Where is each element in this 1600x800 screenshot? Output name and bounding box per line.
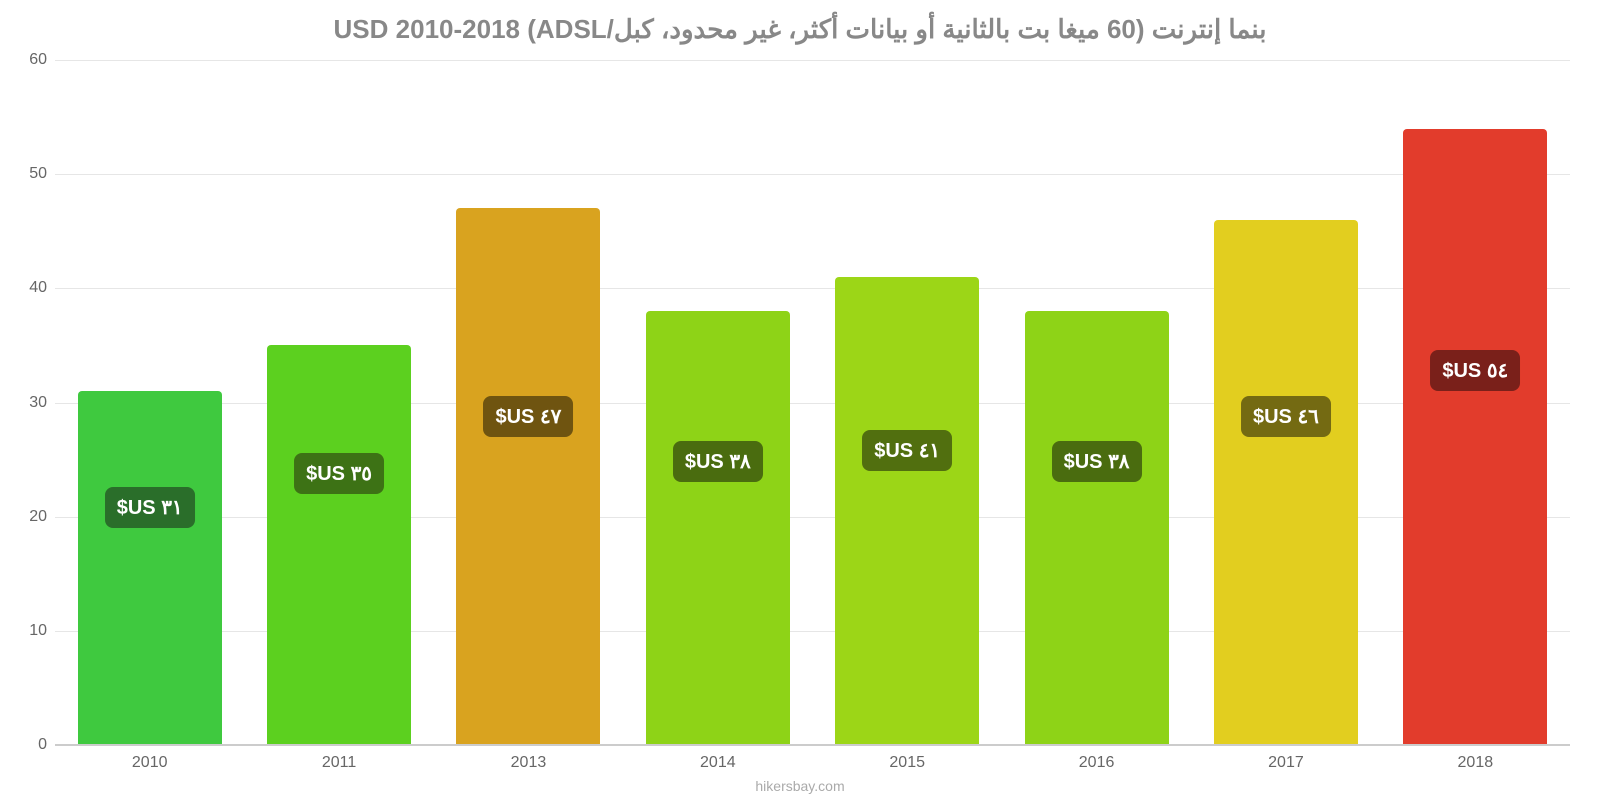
bar: [835, 277, 979, 745]
bar-value-label: ٤٦ US$: [1241, 396, 1331, 437]
bars-container: ٣١ US$ ٣٥ US$ ٤٧ US$ ٣٨ US$ ٤١ US$ ٣٨ US$ ٤٦ U…: [55, 60, 1570, 745]
bar-slot: ٥٤ US$: [1381, 60, 1570, 745]
bar-slot: ٣٥ US$: [244, 60, 433, 745]
bar-slot: ٤٧ US$: [434, 60, 623, 745]
bar: [1403, 129, 1547, 746]
x-tick: 2011: [244, 754, 433, 772]
bar-slot: ٤٦ US$: [1191, 60, 1380, 745]
x-tick: 2010: [55, 754, 244, 772]
y-tick: 40: [29, 279, 47, 297]
bar-value-label: ٣١ US$: [105, 487, 195, 528]
x-tick: 2015: [813, 754, 1002, 772]
bar: [456, 208, 600, 745]
plot-area: ٣١ US$ ٣٥ US$ ٤٧ US$ ٣٨ US$ ٤١ US$ ٣٨ US$ ٤٦ U…: [55, 60, 1570, 745]
bar: [646, 311, 790, 745]
bar: [1214, 220, 1358, 745]
bar-slot: ٣٨ US$: [623, 60, 812, 745]
bar-slot: ٤١ US$: [813, 60, 1002, 745]
bar-value-label: ٣٨ US$: [1052, 441, 1142, 482]
x-tick: 2016: [1002, 754, 1191, 772]
y-tick: 60: [29, 51, 47, 69]
x-tick: 2013: [434, 754, 623, 772]
y-axis: 60 50 40 30 20 10 0: [0, 60, 55, 745]
x-axis: 20102011201320142015201620172018: [55, 754, 1570, 772]
bar: [78, 391, 222, 745]
bar-slot: ٣١ US$: [55, 60, 244, 745]
bar-slot: ٣٨ US$: [1002, 60, 1191, 745]
x-tick: 2018: [1381, 754, 1570, 772]
y-tick: 20: [29, 508, 47, 526]
chart-title: بنما إنترنت (60 ميغا بت بالثانية أو بيان…: [0, 0, 1600, 45]
bar: [1025, 311, 1169, 745]
bar-value-label: ٥٤ US$: [1430, 350, 1520, 391]
x-tick: 2017: [1191, 754, 1380, 772]
x-tick: 2014: [623, 754, 812, 772]
bar: [267, 345, 411, 745]
bar-value-label: ٣٨ US$: [673, 441, 763, 482]
x-axis-baseline: [55, 744, 1570, 746]
bar-value-label: ٤٧ US$: [483, 396, 573, 437]
y-tick: 30: [29, 394, 47, 412]
chart-source: hikersbay.com: [0, 778, 1600, 794]
y-tick: 10: [29, 622, 47, 640]
bar-value-label: ٤١ US$: [862, 430, 952, 471]
bar-value-label: ٣٥ US$: [294, 453, 384, 494]
y-tick: 50: [29, 165, 47, 183]
y-tick: 0: [38, 736, 47, 754]
